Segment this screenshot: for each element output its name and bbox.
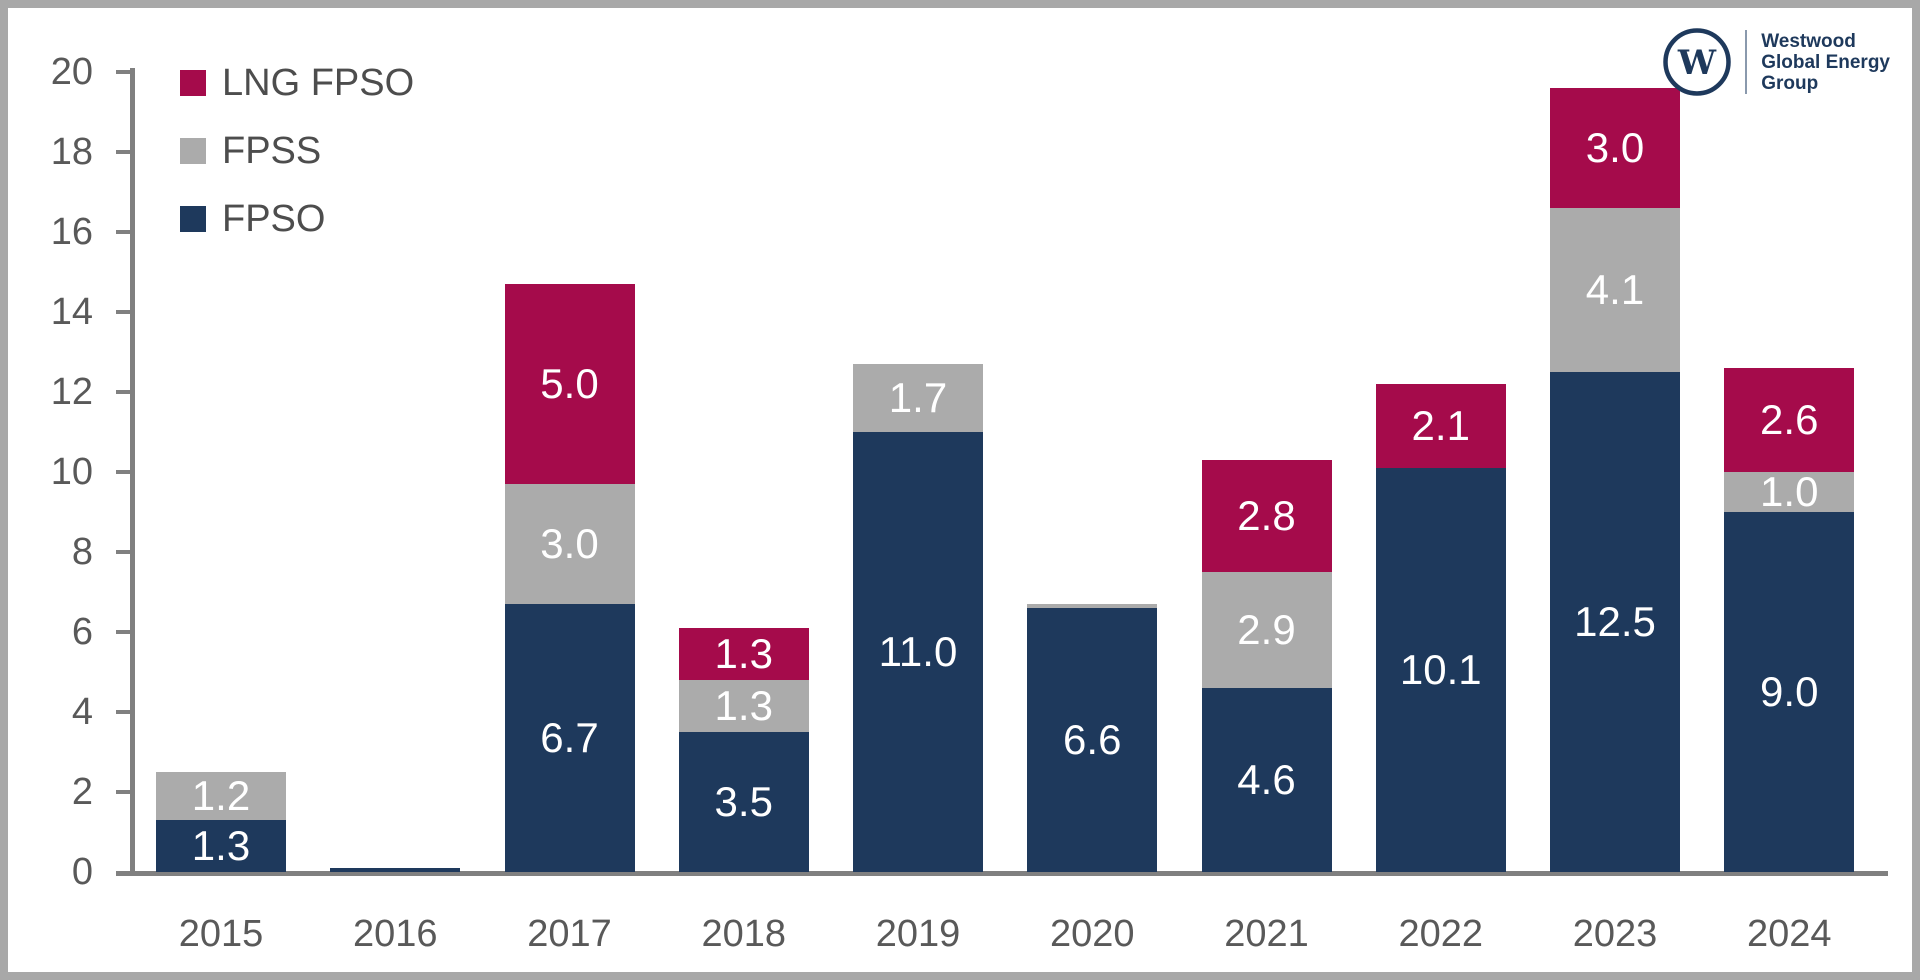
x-axis-label-2016: 2016 [352,913,438,955]
bar-value-label: 6.7 [540,714,599,761]
bar-value-label: 1.0 [1760,468,1819,515]
y-tick-label-10: 10 [50,451,93,493]
legend-item-fpso: FPSO [180,199,414,239]
bar-value-label: 9.0 [1760,668,1819,715]
y-tick-mark-18 [116,150,135,154]
bar-segment-fpss-2018: 1.3 [678,680,809,732]
x-axis-label-2021: 2021 [1224,913,1309,955]
bar-value-label: 1.2 [191,772,251,819]
y-tick-label-12: 12 [50,371,93,413]
bar-value-label: 10.1 [1399,646,1482,693]
bar-segment-fpso-2019: 11.0 [853,432,983,872]
bar-value-label: 2.1 [1411,402,1470,449]
bar-value-label: 3.0 [540,520,599,567]
bar-segment-lng-fpso-2021: 2.8 [1201,460,1332,572]
y-tick-mark-8 [116,550,135,554]
bar-value-label: 1.7 [888,374,948,421]
bar-value-label: 5.0 [540,360,599,407]
bar-segment-fpso-2015: 1.3 [156,820,286,872]
bar-segment-fpso-2016 [330,868,461,872]
bar-segment-fpso-2023: 12.5 [1550,372,1680,872]
bar-value-label: 1.3 [714,630,773,677]
bar-value-label: 3.5 [714,778,773,825]
legend-label-lng-fpso: LNG FPSO [222,62,415,104]
bar-segment-fpso-2018: 3.5 [678,732,809,872]
bar-value-label: 4.1 [1585,266,1645,313]
logo-line-1: Westwood [1761,30,1856,52]
bar-value-label: 2.8 [1237,492,1296,539]
bar-segment-fpso-2017: 6.7 [504,604,635,872]
y-tick-mark-20 [116,70,135,74]
bar-segment-fpss-2021: 2.9 [1201,572,1332,688]
bar-value-label: 12.5 [1574,598,1656,645]
bar-segment-fpso-2024: 9.0 [1724,512,1855,872]
bar-segment-fpso-2020: 6.6 [1027,608,1158,872]
y-tick-mark-16 [116,230,135,234]
bar-segment-fpss-2023: 4.1 [1550,208,1680,372]
westwood-logo: W Westwood Global Energy Group [1661,26,1890,98]
bar-value-label: 2.6 [1760,396,1819,443]
bar-segment-fpso-2021: 4.6 [1201,688,1332,872]
legend-item-fpss: FPSS [180,131,414,171]
x-axis-label-2018: 2018 [701,913,787,955]
bar-value-label: 1.3 [191,822,251,869]
y-tick-mark-10 [116,470,135,474]
bar-value-label: 1.3 [714,682,773,729]
x-axis-label-2023: 2023 [1572,913,1658,955]
x-axis-label-2020: 2020 [1049,913,1135,955]
y-tick-mark-6 [116,630,135,634]
y-tick-label-6: 6 [71,611,93,653]
x-axis-label-2022: 2022 [1398,913,1484,955]
logo-company-name: Westwood Global Energy Group [1761,31,1890,94]
bar-segment-lng-fpso-2022: 2.1 [1375,384,1506,468]
x-axis-line [116,871,1888,876]
y-tick-mark-14 [116,310,135,314]
bar-value-label: 4.6 [1237,756,1296,803]
y-axis-line [130,68,135,876]
bar-value-label: 11.0 [878,628,958,675]
bar-segment-lng-fpso-2024: 2.6 [1724,368,1855,472]
bar-segment-fpss-2024: 1.0 [1724,468,1855,515]
bar-segment-lng-fpso-2017: 5.0 [504,284,635,484]
fpso-swatch-icon [180,206,206,232]
logo-divider [1745,30,1748,94]
logo-line-2: Global Energy [1761,51,1890,73]
y-tick-label-20: 20 [50,51,93,93]
y-tick-mark-2 [116,790,135,794]
bar-segment-lng-fpso-2023: 3.0 [1550,88,1680,208]
x-axis-label-2024: 2024 [1746,913,1832,955]
y-tick-label-2: 2 [71,771,93,813]
y-tick-mark-4 [116,710,135,714]
legend: LNG FPSO FPSS FPSO [180,63,414,267]
bar-value-label: 3.0 [1585,124,1645,171]
bar-segment-fpso-2022: 10.1 [1375,468,1506,872]
legend-label-fpss: FPSS [222,130,322,172]
legend-item-lng-fpso: LNG FPSO [180,63,414,103]
bar-segment-fpss-2019: 1.7 [853,364,983,432]
y-tick-label-4: 4 [71,691,93,733]
bar-segment-fpss-2015: 1.2 [156,772,286,820]
y-tick-label-16: 16 [50,211,93,253]
bar-value-label: 2.9 [1237,606,1296,653]
westwood-logo-icon: W [1663,28,1731,96]
stacked-bar-chart: 0 2 4 6 8 10 12 14 16 18 20 1.3 1.2 2015 2016 6.7 3.0 5.0… [8,8,1912,972]
bar-segment-fpss-2020 [1027,604,1158,608]
bar-segment-lng-fpso-2018: 1.3 [678,628,809,680]
y-tick-label-0: 0 [71,851,93,893]
y-tick-label-8: 8 [71,531,93,573]
y-tick-label-18: 18 [50,131,93,173]
logo-line-3: Group [1761,72,1819,94]
svg-text:W: W [1677,43,1717,83]
x-axis-label-2017: 2017 [527,913,612,955]
lng-fpso-swatch-icon [180,70,206,96]
x-axis-label-2015: 2015 [178,913,264,955]
bar-segment-fpss-2017: 3.0 [504,484,635,604]
y-tick-mark-12 [116,390,135,394]
y-tick-label-14: 14 [50,291,93,333]
x-axis-label-2019: 2019 [875,913,961,955]
legend-label-fpso: FPSO [222,198,326,240]
bar-value-label: 6.6 [1063,716,1122,763]
fpss-swatch-icon [180,138,206,164]
